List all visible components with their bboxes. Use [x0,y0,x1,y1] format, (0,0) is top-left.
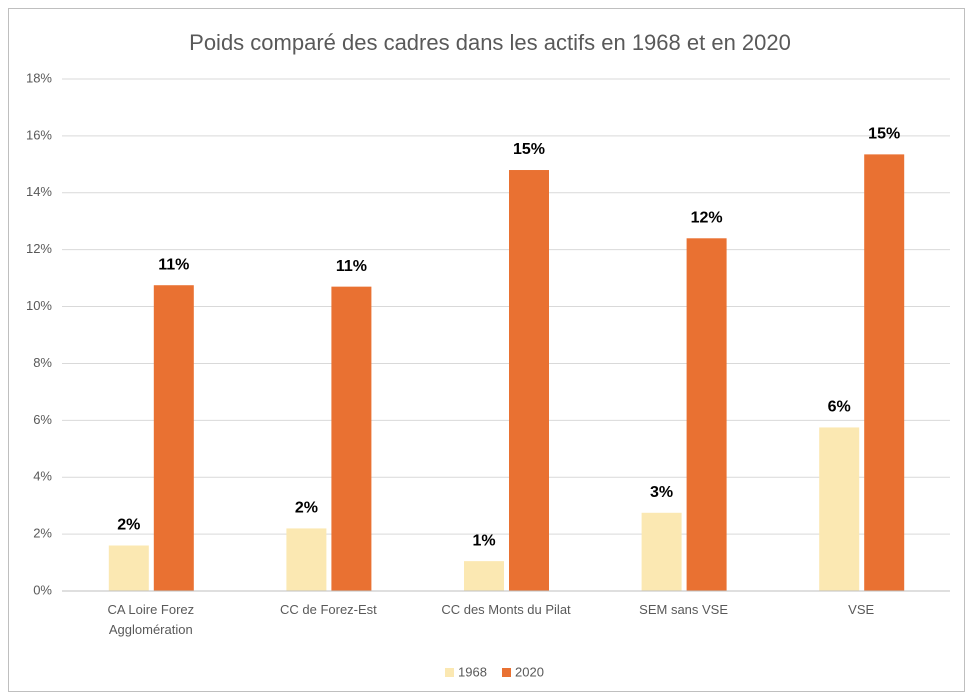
bar [864,154,905,591]
x-tick-label: VSE [848,602,875,617]
data-label: 11% [336,258,367,275]
data-label: 11% [158,256,189,273]
x-tick-label: CA Loire Forez Agglomération [107,602,195,637]
y-tick-label: 18% [26,70,52,85]
legend-swatch [445,668,454,677]
legend-swatch [502,668,511,677]
data-label: 6% [828,399,851,416]
data-label: 15% [868,126,900,143]
y-tick-label: 4% [33,469,52,484]
x-tick-label: CC des Monts du Pilat [441,602,571,617]
data-label: 2% [117,517,140,534]
y-tick-label: 12% [26,241,52,256]
bar [509,170,549,591]
legend-label: 2020 [515,664,544,679]
bar [331,286,372,591]
y-tick-label: 16% [26,127,52,142]
bar [153,285,194,591]
bar [464,561,504,591]
x-tick-label: SEM sans VSE [639,602,729,617]
y-tick-label: 10% [26,298,52,313]
data-label: 1% [472,532,495,549]
data-label: 2% [295,500,318,517]
data-label: 12% [691,210,723,227]
bar [686,238,727,592]
y-tick-label: 2% [33,526,52,541]
bar [108,545,149,591]
y-tick-label: 0% [33,582,52,597]
data-label: 3% [650,484,673,501]
legend-label: 1968 [458,664,487,679]
x-tick-label: CC de Forez-Est [279,602,377,617]
y-tick-label: 6% [33,412,52,427]
bar [641,512,682,591]
data-label: 15% [513,141,545,158]
chart-title: Poids comparé des cadres dans les actifs… [189,30,791,55]
bar [819,427,860,591]
y-tick-label: 8% [33,355,52,370]
y-tick-label: 14% [26,184,52,199]
bar [286,528,327,591]
